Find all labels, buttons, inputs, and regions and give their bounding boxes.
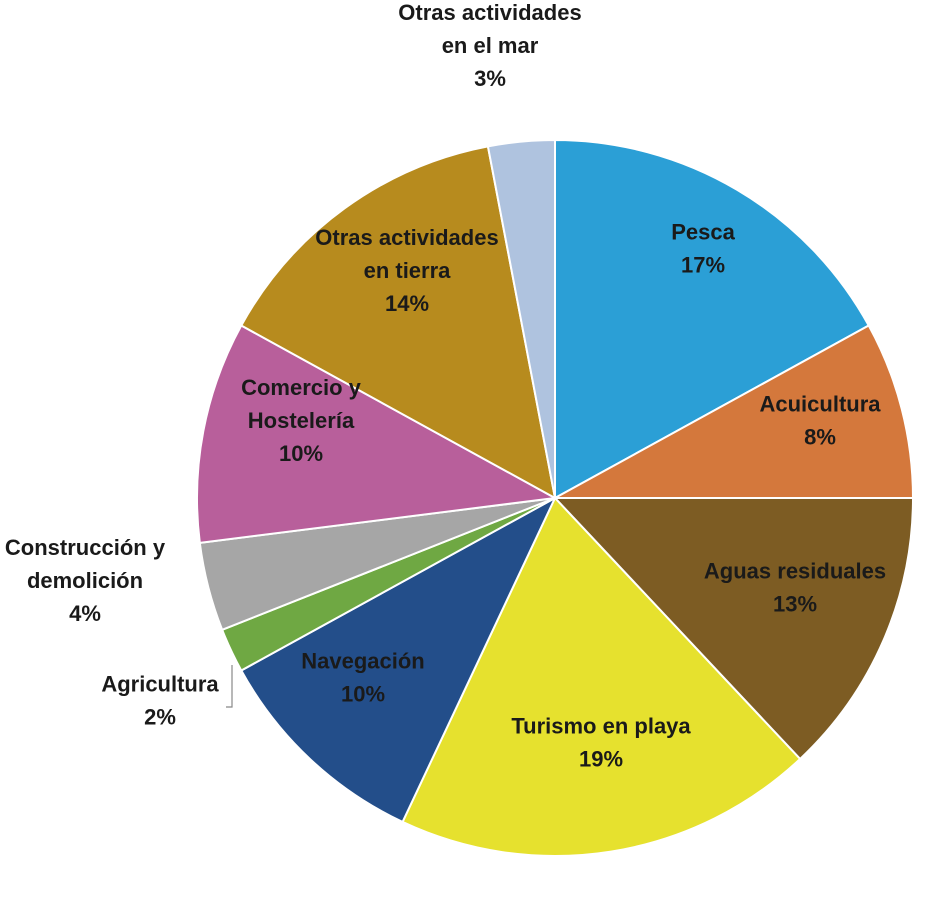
- slice-label-line: Turismo en playa: [511, 714, 691, 739]
- labels-layer: Pesca 17% Acuicultura 8% Aguas residuales 13%…: [5, 0, 886, 772]
- slice-label-line: 17%: [681, 253, 725, 278]
- pie-slice-aguas-residuales: [552, 497, 915, 761]
- slice-label-comercio-y-hosteleria: Comercio y Hostelería 10%: [241, 375, 362, 466]
- slice-label-line: 2%: [144, 705, 176, 730]
- slice-label-line: en tierra: [364, 258, 452, 283]
- slice-label-line: Comercio y: [241, 375, 362, 400]
- slice-label-line: Pesca: [671, 220, 735, 245]
- slice-label-line: 3%: [474, 66, 506, 91]
- slice-label-line: 19%: [579, 747, 623, 772]
- pie-slice-otras-actividades-en-tierra: [239, 145, 557, 500]
- slice-label-line: Otras actividades: [315, 225, 498, 250]
- slice-label-line: Acuicultura: [759, 392, 881, 417]
- slice-label-turismo-en-playa: Turismo en playa 19%: [511, 714, 691, 772]
- slice-label-line: Agricultura: [101, 672, 219, 697]
- slice-label-line: Aguas residuales: [704, 559, 886, 584]
- slice-label-aguas-residuales: Aguas residuales 13%: [704, 559, 886, 617]
- pie-slice-turismo-en-playa: [401, 496, 802, 857]
- slice-label-line: en el mar: [442, 33, 539, 58]
- slice-label-line: Construcción y: [5, 535, 166, 560]
- slice-label-pesca: Pesca 17%: [671, 220, 735, 278]
- slice-label-otras-actividades-en-el-mar: Otras actividades en el mar 3%: [398, 0, 581, 91]
- pie-slice-navegacion: [239, 495, 558, 824]
- pie-slice-pesca: [554, 138, 871, 500]
- slice-label-line: Hostelería: [248, 408, 355, 433]
- slice-label-agricultura: Agricultura 2%: [101, 672, 219, 730]
- slices-layer: [196, 138, 915, 857]
- slice-label-line: 10%: [341, 682, 385, 707]
- slice-label-line: Navegación: [301, 649, 425, 674]
- pie-slice-comercio-y-hosteleria: [196, 324, 559, 544]
- leader-line-agricultura: [226, 665, 233, 708]
- slice-label-line: 10%: [279, 441, 323, 466]
- slice-label-navegacion: Navegación 10%: [301, 649, 425, 707]
- slice-label-line: 13%: [773, 592, 817, 617]
- leaders-layer: [226, 665, 233, 708]
- slice-label-line: demolición: [27, 568, 143, 593]
- pie-slice-acuicultura: [554, 324, 915, 499]
- slice-label-otras-actividades-en-tierra: Otras actividades en tierra 14%: [315, 225, 498, 316]
- pie-slice-otras-actividades-en-el-mar: [486, 138, 556, 499]
- slice-label-line: 4%: [69, 601, 101, 626]
- slice-label-line: 14%: [385, 291, 429, 316]
- slice-label-acuicultura: Acuicultura 8%: [759, 392, 881, 450]
- slice-label-line: 8%: [804, 425, 836, 450]
- slice-label-line: Otras actividades: [398, 0, 581, 25]
- slice-label-construccion-y-demolicion: Construcción y demolición 4%: [5, 535, 166, 626]
